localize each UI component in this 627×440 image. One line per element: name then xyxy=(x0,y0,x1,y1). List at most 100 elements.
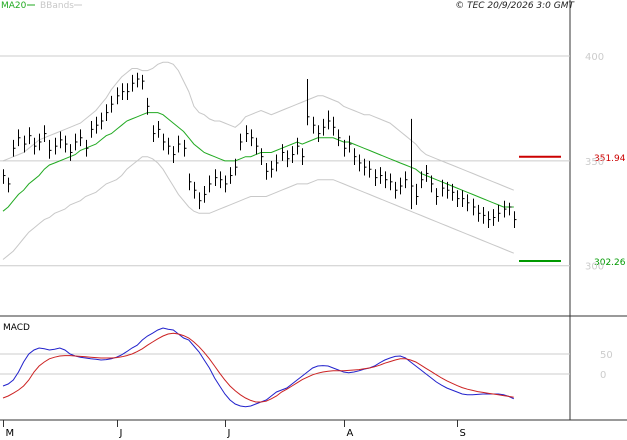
price-bar-38 xyxy=(199,192,202,210)
price-bar-74 xyxy=(385,171,388,189)
price-bar-13 xyxy=(70,144,73,161)
price-bar-85 xyxy=(442,179,445,197)
price-bar-39 xyxy=(204,186,207,203)
price-bar-24 xyxy=(127,83,130,101)
price-bar-62 xyxy=(323,118,326,136)
price-bar-2 xyxy=(13,139,16,157)
price-bar-3 xyxy=(18,129,21,147)
price-bar-7 xyxy=(39,133,42,151)
price-bar-23 xyxy=(122,83,125,101)
price-bar-80 xyxy=(416,183,419,205)
price-bar-15 xyxy=(80,129,83,147)
price-bar-30 xyxy=(158,120,161,138)
price-bar-33 xyxy=(173,146,176,163)
price-bar-22 xyxy=(117,87,120,105)
price-bar-78 xyxy=(405,171,408,189)
price-bar-48 xyxy=(251,129,254,147)
price-bar-87 xyxy=(452,183,455,201)
price-bar-40 xyxy=(209,175,212,193)
price-bar-14 xyxy=(75,133,78,151)
price-bar-58 xyxy=(302,148,305,166)
price-bar-16 xyxy=(86,139,89,157)
price-bar-21 xyxy=(111,95,114,113)
price-bar-6 xyxy=(34,137,37,155)
price-bar-0 xyxy=(3,169,6,184)
price-bar-60 xyxy=(313,116,316,134)
price-bar-46 xyxy=(240,133,243,151)
price-bar-77 xyxy=(400,177,403,195)
price-bar-19 xyxy=(101,112,104,130)
price-bar-12 xyxy=(65,135,68,153)
price-bar-98 xyxy=(509,202,512,216)
price-levels: 351.94 302.26 xyxy=(519,154,626,268)
chart-frame xyxy=(0,0,627,421)
chart-header: MA20 BBands © TEC 20/9/2026 3:0 GMT xyxy=(1,1,576,11)
copyright-text: © TEC 20/9/2026 3:0 GMT xyxy=(455,1,575,11)
price-bar-55 xyxy=(287,150,290,168)
price-bar-79 xyxy=(411,118,414,210)
price-bar-76 xyxy=(395,181,398,199)
price-bar-8 xyxy=(44,125,47,142)
price-bar-64 xyxy=(333,116,336,136)
price-bar-52 xyxy=(271,160,274,178)
price-bar-93 xyxy=(483,207,486,224)
price-bar-83 xyxy=(431,175,434,193)
price-bar-27 xyxy=(142,74,145,90)
price-bar-51 xyxy=(266,162,269,180)
resistance-level-label: 351.94 xyxy=(594,154,626,164)
price-bar-49 xyxy=(256,137,259,155)
price-bar-81 xyxy=(421,171,424,189)
price-bar-28 xyxy=(147,97,150,115)
legend-ma-label: MA20 xyxy=(1,1,27,11)
macd-y-ticks: 50 0 xyxy=(600,350,613,381)
price-bar-37 xyxy=(194,181,197,199)
price-bar-35 xyxy=(184,139,187,157)
price-grid xyxy=(0,55,570,267)
price-bar-99 xyxy=(514,211,517,228)
moving-average-20 xyxy=(2,112,514,212)
price-bars xyxy=(3,72,517,228)
x-month-label-4: S xyxy=(460,428,466,439)
price-bar-45 xyxy=(235,158,238,176)
price-bar-92 xyxy=(478,204,481,222)
price-bar-70 xyxy=(364,158,367,176)
price-bar-20 xyxy=(106,104,109,121)
price-bar-5 xyxy=(29,127,32,145)
price-tick-label-350: 350 xyxy=(585,157,604,168)
price-bar-84 xyxy=(436,188,439,205)
price-bar-47 xyxy=(246,125,249,142)
price-bar-68 xyxy=(354,148,357,166)
price-bar-57 xyxy=(297,137,300,155)
price-bar-31 xyxy=(163,133,166,151)
x-month-label-1: J xyxy=(119,428,123,439)
price-bar-69 xyxy=(359,154,362,172)
price-bar-82 xyxy=(426,165,429,182)
macd-lines xyxy=(2,327,515,408)
price-bar-67 xyxy=(349,135,352,153)
price-bar-63 xyxy=(328,110,331,130)
price-bar-97 xyxy=(504,200,507,218)
bollinger-bands xyxy=(2,61,514,260)
price-y-ticks: 400 350 300 xyxy=(585,52,604,273)
price-bar-44 xyxy=(230,167,233,184)
price-bar-36 xyxy=(189,173,192,191)
price-bar-29 xyxy=(153,125,156,142)
price-bar-54 xyxy=(282,144,285,161)
price-bar-11 xyxy=(60,131,63,149)
price-bar-34 xyxy=(178,135,181,153)
price-bar-56 xyxy=(292,146,295,163)
price-bar-53 xyxy=(276,154,279,172)
price-bar-73 xyxy=(380,167,383,184)
bband-upper-line xyxy=(2,61,514,191)
bband-lower-line xyxy=(2,156,514,260)
price-bar-71 xyxy=(369,160,372,178)
price-bar-26 xyxy=(137,72,140,88)
price-bar-88 xyxy=(457,190,460,208)
price-bar-94 xyxy=(488,211,491,228)
macd-tick-label-50: 50 xyxy=(600,350,613,361)
price-bar-96 xyxy=(498,204,501,222)
price-bar-61 xyxy=(318,125,321,142)
